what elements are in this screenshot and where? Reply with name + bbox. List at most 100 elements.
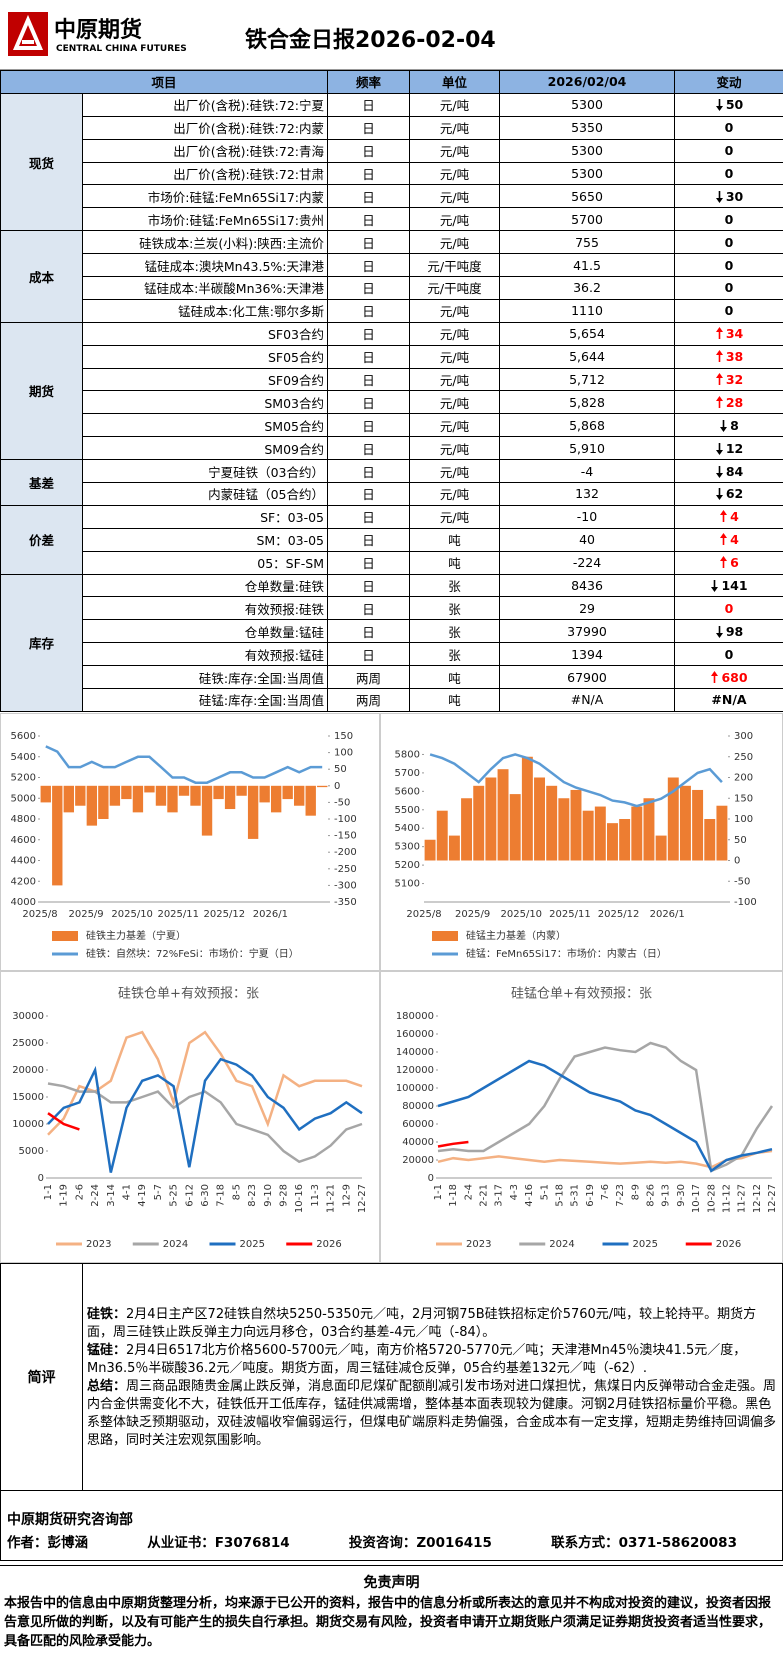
legend-swatch [52,931,78,941]
y2-tick-label: -200 [334,847,357,858]
y-tick-label: 5500 [395,805,420,816]
bar [121,785,132,800]
change-value: 6 [730,555,739,571]
disclaimer-title: 免责声明 [363,1575,420,1591]
change-cell: 28 [674,390,783,415]
change-value: 0 [724,120,734,136]
x-tick-label: 9-13 [661,1184,672,1207]
table-row: 内蒙硅锰（05合约）日元/吨 132 62 [1,482,783,506]
arrow-head [715,472,723,478]
change-arrow [715,327,723,340]
unit-cell: 元/吨 [409,482,501,506]
freq-cell: 日 [327,276,411,300]
arrow-head [711,587,719,593]
group-cell: 价差 [0,504,83,575]
bar [667,777,679,861]
chart: 4000 4200 4400 4600 4800 5000 5200 5400 5600 -350… [11,731,357,960]
change-value: 680 [721,669,748,685]
table-row: 硅锰:库存:全国:当周值 两周吨 #N/A #N/A [1,688,783,712]
y2-tick-label: 250 [734,752,753,763]
value-cell: 5300 [499,92,676,117]
comment-body: 2月4日主产区72硅铁自然块5250-5350元／吨，2月河钢75B硅铁招标定价… [87,1307,757,1340]
group-cell: 现货 [0,92,83,232]
table-row: SF05合约日元/吨 5,644 38 [1,344,783,369]
legend-label: 硅锰：FeMn65Si17：市场价：内蒙古（日） [466,947,667,960]
table-row: 库存 仓单数量:硅铁日张 8436 141 [0,573,783,712]
header-row: 项目 频率 单位 2026/02/04 变动 [0,70,783,94]
x-tick-label: 10-17 [691,1184,702,1213]
table-row: 有效预报:硅铁日张 29 0 [1,596,783,621]
footer: 中原期货研究咨询部 作者：彭博涵 从业证书：F3076814 投资咨询：Z00164… [0,1491,783,1561]
unit-cell: 吨 [409,550,501,575]
item-cell: 出厂价(含税):硅铁:72:青海 [81,138,329,163]
item-cell: 仓单数量:锰硅 [81,619,329,644]
bar [558,798,570,861]
arrow-head [715,632,723,638]
y-tick-label: 60000 [402,1119,434,1130]
y-tick-label: 20000 [12,1065,44,1076]
arrow-head [715,350,723,356]
item-cell: SM09合约 [81,436,329,461]
line [47,1082,363,1164]
bar [424,839,436,861]
arrow-head [720,426,728,432]
x-tick-label: 2-21 [479,1184,490,1207]
comment-lead: 锰硅： [87,1343,127,1358]
change-arrow [715,395,723,408]
unit-cell: 吨 [409,527,501,552]
change-cell: 6 [674,550,783,575]
x-tick-label: 2-6 [74,1184,85,1200]
x-tick-label: 2025/11 [549,909,591,920]
bar [282,785,293,800]
unit-cell: 张 [409,596,501,621]
x-tick-label: 3-14 [106,1184,117,1207]
bar [213,785,224,800]
bar [190,785,201,806]
bar [607,823,618,861]
x-tick-label: 2025/9 [455,909,490,920]
item-cell: SF09合约 [81,367,329,392]
value-cell: 5,644 [499,344,676,369]
footer-item: 联系方式：0371-58620083 [551,1535,737,1551]
change-value: 0 [724,234,734,250]
y2-tick-label: 50 [734,835,747,846]
item-cell: 硅铁成本:兰炭(小料):陕西:主流价 [81,230,329,255]
arrow-head [715,373,723,379]
change-value: 0 [724,143,734,159]
unit-cell: 元/吨 [409,207,501,232]
x-tick-label: 2026/1 [253,909,288,920]
unit-cell: 元/吨 [409,138,501,163]
bar [98,785,109,819]
change-cell: 680 [674,665,783,690]
group-cell: 期货 [0,321,83,461]
item-cell: SM：03-05 [81,527,329,552]
y-tick-label: 4400 [11,856,36,867]
unit-cell: 元/吨 [409,92,501,117]
y2-tick-label: -350 [334,897,357,908]
legend-label: 2025 [240,1239,265,1250]
y2-tick-label: -100 [334,814,357,825]
arrow-head [715,395,723,401]
x-tick-label: 6-19 [585,1184,596,1207]
y-tick-label: 5600 [395,786,420,797]
freq-cell: 日 [327,527,411,552]
value-cell: 132 [499,482,676,506]
x-tick-label: 11-3 [310,1184,321,1207]
value-cell: 67900 [499,665,676,690]
freq-cell: 日 [327,550,411,575]
bar [534,777,545,861]
item-cell: 有效预报:硅铁 [81,596,329,621]
table-row: 市场价:硅锰:FeMn65Si17:贵州日元/吨 5700 0 [1,207,783,232]
value-cell: 29 [499,596,676,621]
table-row: 有效预报:锰硅日张 1394 0 [1,642,783,667]
x-tick-label: 12-9 [341,1184,352,1207]
line [47,1112,80,1131]
change-arrow [720,533,728,546]
bar [570,789,582,861]
table-row: 现货 出厂价(含税):硅铁:72:宁夏日元/吨 5300 50 [0,92,783,232]
bar [317,785,328,788]
bar [86,785,98,826]
freq-cell: 日 [327,504,411,529]
line [429,753,723,808]
table-row: 硅铁:库存:全国:当周值 两周吨 67900 680 [1,665,783,690]
